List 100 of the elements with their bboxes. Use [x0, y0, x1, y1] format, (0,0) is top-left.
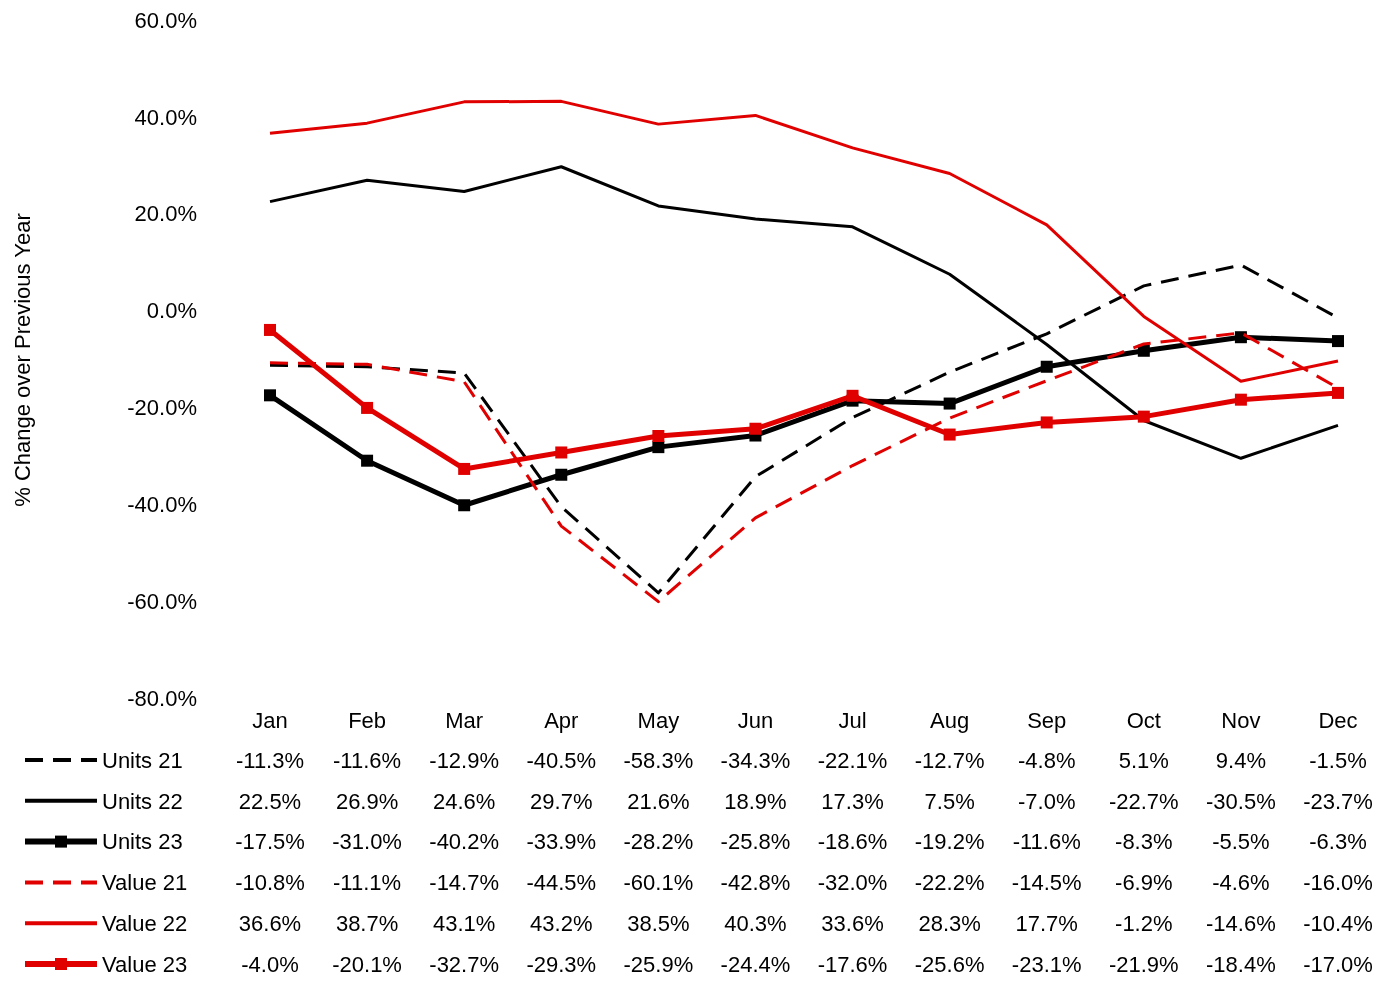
point [1040, 416, 1053, 429]
data-label: -12.9% [429, 747, 500, 773]
point [458, 499, 471, 512]
data-label: -18.4% [1206, 951, 1276, 977]
data-label: -32.7% [429, 951, 500, 977]
data-label: 17.7% [1015, 910, 1078, 936]
legend-label: Value 23 [102, 951, 188, 977]
data-label: -23.1% [1011, 951, 1082, 977]
data-label: 33.6% [821, 910, 884, 936]
data-label: 26.9% [335, 788, 399, 814]
y-tick-label: -40.0% [127, 491, 197, 517]
point [361, 454, 374, 467]
data-label: 36.6% [238, 910, 302, 936]
data-label: 38.5% [627, 910, 690, 936]
x-tick-label: Jul [838, 707, 867, 733]
data-label: -1.2% [1115, 910, 1173, 936]
point [652, 430, 665, 442]
point [1137, 410, 1150, 423]
data-label: -32.0% [817, 870, 888, 896]
data-label: -22.2% [914, 870, 985, 896]
data-label: -25.8% [720, 829, 791, 855]
point [555, 468, 568, 481]
y-axis-title: % Change over Previous Year [10, 213, 35, 507]
data-label: -44.5% [526, 870, 597, 896]
data-label: -6.9% [1115, 870, 1173, 896]
point [749, 422, 762, 435]
legend-label: Value 21 [102, 870, 188, 896]
data-label: -5.5% [1212, 829, 1270, 855]
point [458, 462, 471, 475]
data-label: -12.7% [914, 747, 985, 773]
data-label: 5.1% [1118, 747, 1169, 773]
x-tick-label: Jun [737, 707, 774, 733]
x-tick-label: Feb [348, 707, 387, 733]
data-label: -23.7% [1303, 788, 1373, 814]
data-label: -17.0% [1303, 951, 1373, 977]
data-label: -21.9% [1108, 951, 1179, 977]
data-label: 9.4% [1215, 747, 1266, 773]
data-label: -40.5% [526, 747, 597, 773]
legend-label: Value 22 [102, 910, 188, 936]
point [361, 401, 374, 414]
data-label: -42.8% [720, 870, 791, 896]
data-label: -4.0% [241, 951, 299, 977]
data-label: -14.6% [1206, 910, 1276, 936]
data-label: -24.4% [720, 951, 791, 977]
y-tick-label: -20.0% [127, 395, 197, 421]
x-tick-label: Dec [1318, 707, 1358, 733]
data-label: -33.9% [526, 829, 597, 855]
point [1040, 360, 1053, 373]
data-label: -11.1% [333, 870, 402, 896]
y-tick-label: -60.0% [127, 588, 197, 614]
y-tick-label: 0.0% [146, 298, 197, 324]
data-label: -1.5% [1309, 747, 1367, 773]
data-label: -40.2% [429, 829, 500, 855]
point [943, 428, 956, 441]
x-tick-label: Nov [1221, 707, 1261, 733]
point [1137, 344, 1150, 357]
data-label: -14.7% [429, 870, 500, 896]
point [555, 446, 568, 459]
x-tick-label: Aug [930, 707, 970, 733]
y-tick-label: 40.0% [134, 104, 197, 130]
data-label: -17.5% [235, 829, 305, 855]
data-label: -10.8% [235, 870, 305, 896]
legend-label: Units 22 [102, 788, 183, 814]
data-label: 17.3% [821, 788, 884, 814]
data-label: 29.7% [530, 788, 593, 814]
data-label: -22.7% [1108, 788, 1179, 814]
data-label: 18.9% [724, 788, 787, 814]
data-label: -11.6% [333, 747, 402, 773]
data-label: -10.4% [1303, 910, 1373, 936]
data-label: 7.5% [924, 788, 975, 814]
data-label: 22.5% [238, 788, 302, 814]
x-tick-label: Jan [252, 707, 288, 733]
data-label: -11.3% [235, 747, 305, 773]
data-label: -7.0% [1017, 788, 1076, 814]
x-tick-label: Oct [1126, 707, 1161, 733]
legend-label: Units 21 [102, 747, 183, 773]
data-label: -4.6% [1212, 870, 1270, 896]
data-label: -6.3% [1309, 829, 1367, 855]
y-tick-label: 20.0% [134, 201, 197, 227]
data-label: 38.7% [335, 910, 399, 936]
data-label: 21.6% [627, 788, 690, 814]
data-label: -30.5% [1206, 788, 1276, 814]
point [1234, 393, 1247, 406]
data-label: -25.6% [914, 951, 985, 977]
data-label: -60.1% [623, 870, 694, 896]
data-label: -17.6% [817, 951, 888, 977]
data-label: 28.3% [918, 910, 981, 936]
data-label: -20.1% [332, 951, 402, 977]
data-label: -58.3% [623, 747, 694, 773]
point [264, 323, 276, 336]
data-label: -19.2% [914, 829, 985, 855]
y-tick-label: 60.0% [134, 7, 197, 33]
data-label: -14.5% [1011, 870, 1082, 896]
data-label: -25.9% [623, 951, 694, 977]
data-label: 40.3% [724, 910, 787, 936]
point [846, 389, 859, 402]
x-tick-label: Mar [445, 707, 484, 733]
legend-label: Units 23 [102, 829, 183, 855]
point [1332, 335, 1344, 348]
data-label: -11.6% [1012, 829, 1081, 855]
